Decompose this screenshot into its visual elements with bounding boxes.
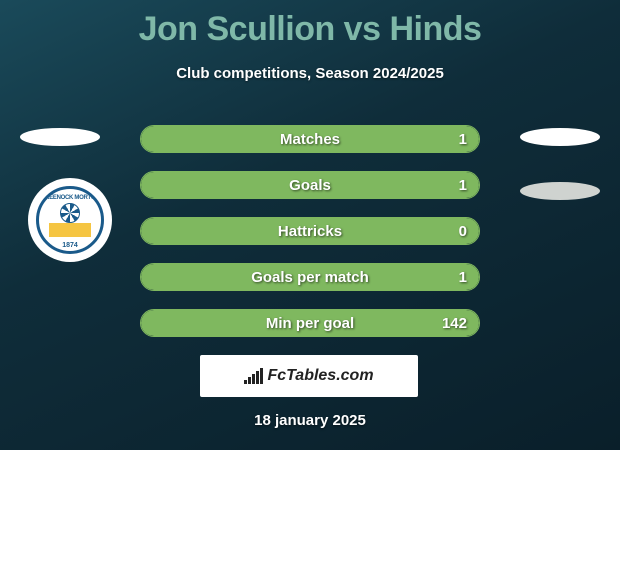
brand-text: FcTables.com <box>267 367 373 385</box>
infographic-panel: Jon Scullion vs Hinds Club competitions,… <box>0 0 620 450</box>
stat-label: Matches <box>141 126 479 152</box>
stat-bar-matches: Matches 1 <box>140 125 480 153</box>
club-badge-ball-icon <box>60 203 80 223</box>
date-text: 18 january 2025 <box>0 412 620 429</box>
stat-bar-min-per-goal: Min per goal 142 <box>140 309 480 337</box>
stats-container: Matches 1 Goals 1 Hattricks 0 Goals per … <box>140 125 480 355</box>
club-badge-year: 1874 <box>39 242 101 249</box>
club-badge: GREENOCK MORTON 1874 <box>28 178 112 262</box>
stat-label: Min per goal <box>141 310 479 336</box>
club-badge-ship-icon <box>49 223 91 237</box>
player-right-placeholder-2 <box>520 182 600 200</box>
stat-bar-goals: Goals 1 <box>140 171 480 199</box>
stat-label: Goals <box>141 172 479 198</box>
stat-bar-goals-per-match: Goals per match 1 <box>140 263 480 291</box>
brand-logo: FcTables.com <box>244 367 373 385</box>
page-title: Jon Scullion vs Hinds <box>0 0 620 49</box>
club-badge-name: GREENOCK MORTON <box>39 195 101 201</box>
subtitle: Club competitions, Season 2024/2025 <box>0 65 620 82</box>
stat-value: 0 <box>459 218 467 244</box>
stat-value: 1 <box>459 264 467 290</box>
stat-bar-hattricks: Hattricks 0 <box>140 217 480 245</box>
brand-box: FcTables.com <box>200 355 418 397</box>
stat-label: Goals per match <box>141 264 479 290</box>
club-badge-inner: GREENOCK MORTON 1874 <box>36 186 104 254</box>
player-right-placeholder-1 <box>520 128 600 146</box>
stat-value: 1 <box>459 126 467 152</box>
stat-value: 1 <box>459 172 467 198</box>
player-left-placeholder <box>20 128 100 146</box>
bars-icon <box>244 368 263 384</box>
stat-label: Hattricks <box>141 218 479 244</box>
stat-value: 142 <box>442 310 467 336</box>
